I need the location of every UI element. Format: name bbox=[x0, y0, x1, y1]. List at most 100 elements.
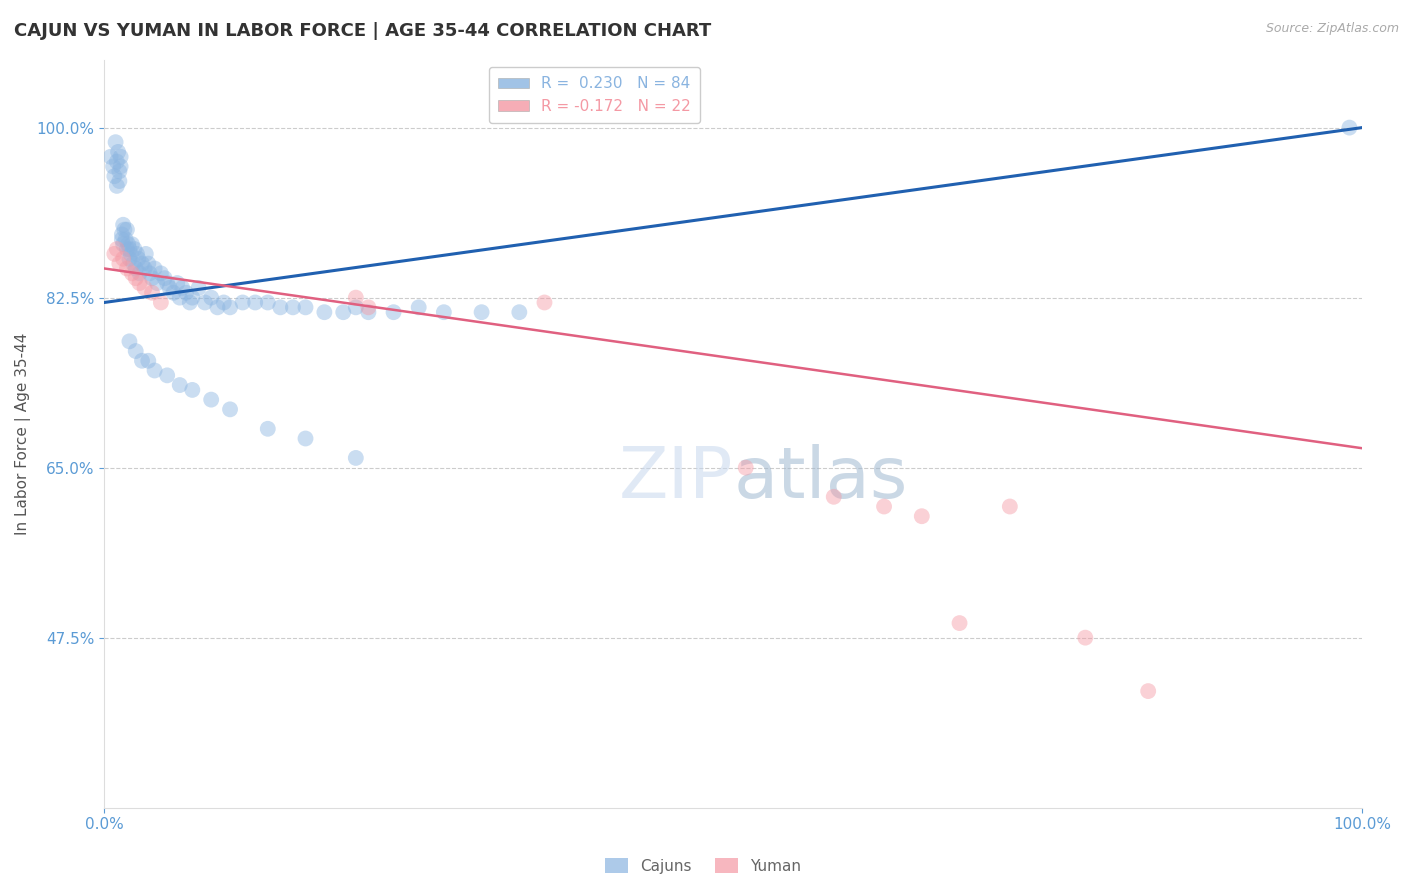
Point bbox=[115, 261, 138, 276]
Point bbox=[153, 271, 176, 285]
Point bbox=[128, 276, 150, 290]
Point bbox=[121, 266, 143, 280]
Point bbox=[124, 242, 146, 256]
Point bbox=[120, 247, 142, 261]
Legend: R =  0.230   N = 84, R = -0.172   N = 22: R = 0.230 N = 84, R = -0.172 N = 22 bbox=[489, 67, 700, 123]
Point bbox=[141, 285, 163, 300]
Point bbox=[294, 432, 316, 446]
Point bbox=[174, 285, 197, 300]
Point bbox=[200, 291, 222, 305]
Point bbox=[172, 281, 194, 295]
Point bbox=[125, 344, 148, 359]
Point bbox=[127, 252, 149, 266]
Point bbox=[108, 257, 131, 271]
Point bbox=[212, 295, 235, 310]
Point bbox=[112, 222, 135, 236]
Point bbox=[118, 252, 141, 266]
Point bbox=[181, 291, 204, 305]
Point bbox=[131, 353, 153, 368]
Point bbox=[104, 135, 127, 149]
Point bbox=[181, 383, 204, 397]
Y-axis label: In Labor Force | Age 35-44: In Labor Force | Age 35-44 bbox=[15, 333, 31, 535]
Point bbox=[344, 450, 367, 465]
Point bbox=[110, 160, 132, 174]
Point bbox=[125, 247, 148, 261]
Point bbox=[159, 281, 181, 295]
Point bbox=[232, 295, 254, 310]
Point bbox=[112, 218, 135, 232]
Point bbox=[146, 276, 169, 290]
Point bbox=[1074, 631, 1097, 645]
Point bbox=[156, 368, 179, 383]
Point bbox=[823, 490, 845, 504]
Point bbox=[118, 242, 141, 256]
Point bbox=[110, 150, 132, 164]
Point bbox=[103, 169, 125, 184]
Point bbox=[179, 295, 201, 310]
Point bbox=[269, 301, 291, 315]
Point bbox=[135, 247, 157, 261]
Point bbox=[408, 301, 430, 315]
Point bbox=[948, 616, 970, 631]
Point bbox=[101, 160, 124, 174]
Point bbox=[332, 305, 354, 319]
Point bbox=[533, 295, 555, 310]
Point bbox=[187, 281, 209, 295]
Point bbox=[294, 301, 316, 315]
Point bbox=[169, 291, 191, 305]
Point bbox=[149, 266, 172, 280]
Point bbox=[143, 261, 166, 276]
Point bbox=[219, 402, 242, 417]
Point bbox=[344, 291, 367, 305]
Point bbox=[128, 266, 150, 280]
Legend: Cajuns, Yuman: Cajuns, Yuman bbox=[599, 852, 807, 880]
Point bbox=[125, 261, 148, 276]
Point bbox=[1137, 684, 1160, 698]
Point bbox=[149, 295, 172, 310]
Point bbox=[508, 305, 530, 319]
Point bbox=[357, 301, 380, 315]
Point bbox=[200, 392, 222, 407]
Point bbox=[125, 271, 148, 285]
Point bbox=[382, 305, 405, 319]
Point bbox=[108, 164, 131, 178]
Point bbox=[105, 242, 128, 256]
Point bbox=[138, 266, 160, 280]
Point bbox=[105, 154, 128, 169]
Text: CAJUN VS YUMAN IN LABOR FORCE | AGE 35-44 CORRELATION CHART: CAJUN VS YUMAN IN LABOR FORCE | AGE 35-4… bbox=[14, 22, 711, 40]
Point bbox=[105, 178, 128, 193]
Point bbox=[1339, 120, 1361, 135]
Point bbox=[136, 353, 159, 368]
Text: atlas: atlas bbox=[733, 444, 907, 513]
Point bbox=[107, 145, 129, 159]
Point bbox=[219, 301, 242, 315]
Point bbox=[166, 276, 188, 290]
Point bbox=[207, 301, 229, 315]
Point bbox=[111, 227, 134, 242]
Point bbox=[112, 237, 135, 252]
Point bbox=[141, 271, 163, 285]
Point bbox=[256, 422, 278, 436]
Point bbox=[873, 500, 896, 514]
Point bbox=[131, 257, 153, 271]
Point bbox=[245, 295, 267, 310]
Point bbox=[143, 363, 166, 377]
Point bbox=[134, 261, 156, 276]
Point bbox=[314, 305, 336, 319]
Point bbox=[256, 295, 278, 310]
Point bbox=[471, 305, 494, 319]
Point bbox=[112, 252, 135, 266]
Point bbox=[281, 301, 304, 315]
Point bbox=[357, 305, 380, 319]
Point bbox=[194, 295, 217, 310]
Point bbox=[103, 247, 125, 261]
Point bbox=[169, 378, 191, 392]
Point bbox=[998, 500, 1021, 514]
Point bbox=[121, 237, 143, 252]
Point bbox=[100, 150, 122, 164]
Point bbox=[134, 281, 156, 295]
Point bbox=[115, 242, 138, 256]
Point bbox=[344, 301, 367, 315]
Point bbox=[117, 237, 139, 252]
Point bbox=[162, 285, 184, 300]
